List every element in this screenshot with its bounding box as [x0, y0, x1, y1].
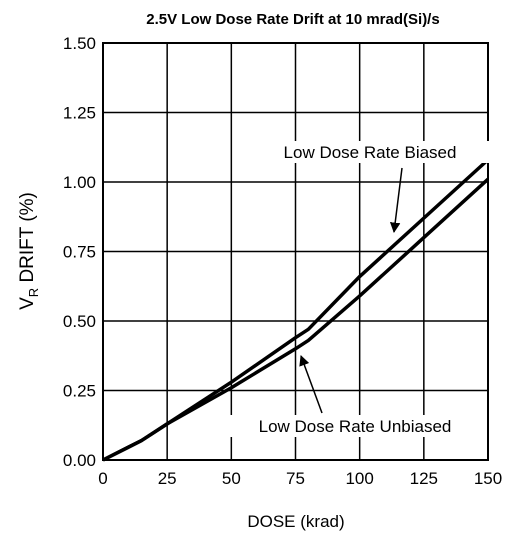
- annotation-arrow: [299, 355, 323, 414]
- chart-title: 2.5V Low Dose Rate Drift at 10 mrad(Si)/…: [146, 11, 439, 28]
- y-label-main: V: [17, 297, 38, 310]
- annotation-arrow: [389, 167, 403, 234]
- x-tick-label: 100: [345, 469, 373, 488]
- annotation-bg: [228, 415, 482, 437]
- x-axis-label: DOSE (krad): [247, 512, 344, 531]
- annotation: Low Dose Rate Biased: [284, 143, 457, 162]
- x-tick-label: 75: [286, 469, 305, 488]
- y-axis-label: VR DRIFT (%): [17, 192, 41, 310]
- annotation: Low Dose Rate Unbiased: [259, 417, 452, 436]
- y-tick-label: 1.25: [63, 104, 96, 123]
- y-tick-label: 0.25: [63, 382, 96, 401]
- y-label-rest: DRIFT (%): [17, 192, 38, 288]
- y-tick-label: 0.50: [63, 312, 96, 331]
- y-tick-label: 1.50: [63, 34, 96, 53]
- x-tick-label: 125: [410, 469, 438, 488]
- y-label-sub: R: [26, 288, 41, 297]
- series-line: [102, 177, 490, 462]
- y-tick-label: 0.00: [63, 451, 96, 470]
- x-tick-label: 50: [222, 469, 241, 488]
- x-tick-label: 25: [158, 469, 177, 488]
- y-tick-label: 0.75: [63, 243, 96, 262]
- plot-frame: [102, 42, 489, 461]
- x-tick-label: 150: [474, 469, 502, 488]
- annotation-bg: [243, 141, 497, 163]
- x-tick-label: 0: [98, 469, 107, 488]
- y-tick-label: 1.00: [63, 173, 96, 192]
